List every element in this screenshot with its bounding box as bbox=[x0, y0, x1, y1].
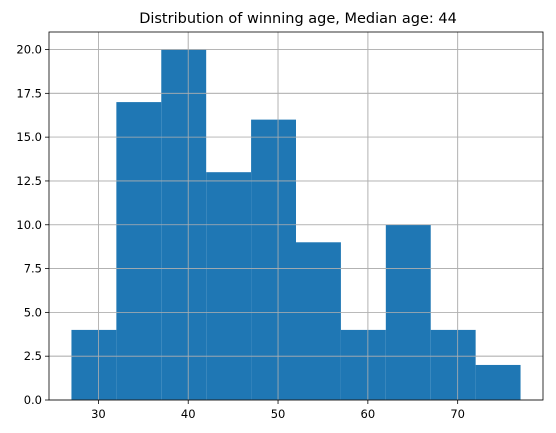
histogram-bars bbox=[49, 32, 543, 401]
x-tick-label-4: 70 bbox=[450, 407, 465, 421]
x-tick-label-0: 30 bbox=[91, 407, 106, 421]
histogram-bar-0 bbox=[71, 329, 117, 400]
y-tick-label-4: 10.0 bbox=[16, 218, 42, 232]
histogram-bar-6 bbox=[340, 329, 386, 400]
histogram-bar-5 bbox=[296, 242, 341, 400]
y-tick-label-6: 15.0 bbox=[16, 130, 42, 144]
plot-frame-box bbox=[48, 31, 544, 401]
x-tick-label-2: 50 bbox=[271, 407, 286, 421]
y-tick-label-3: 7.5 bbox=[24, 262, 42, 276]
chart-title: Distribution of winning age, Median age:… bbox=[139, 11, 457, 27]
x-tick-label-3: 60 bbox=[361, 407, 376, 421]
histogram-bar-3 bbox=[206, 172, 252, 400]
x-tick-label-1: 40 bbox=[181, 407, 196, 421]
y-tick-label-8: 20.0 bbox=[16, 43, 42, 57]
axis-ticks: 30 40 50 60 70 0.0 2.5 5.0 7.5 10.0 12.5 15.0 17.5 20… bbox=[16, 43, 465, 421]
y-tick-label-2: 5.0 bbox=[24, 305, 42, 319]
plot-frame bbox=[48, 31, 544, 401]
histogram-bar-8 bbox=[430, 329, 476, 400]
histogram-bar-4 bbox=[251, 119, 296, 400]
y-tick-label-5: 12.5 bbox=[16, 174, 42, 188]
histogram-bar-9 bbox=[475, 364, 521, 400]
y-tick-label-1: 2.5 bbox=[24, 349, 42, 363]
y-tick-label-0: 0.0 bbox=[24, 393, 42, 407]
y-tick-label-7: 17.5 bbox=[16, 86, 42, 100]
histogram-bar-1 bbox=[116, 102, 162, 400]
